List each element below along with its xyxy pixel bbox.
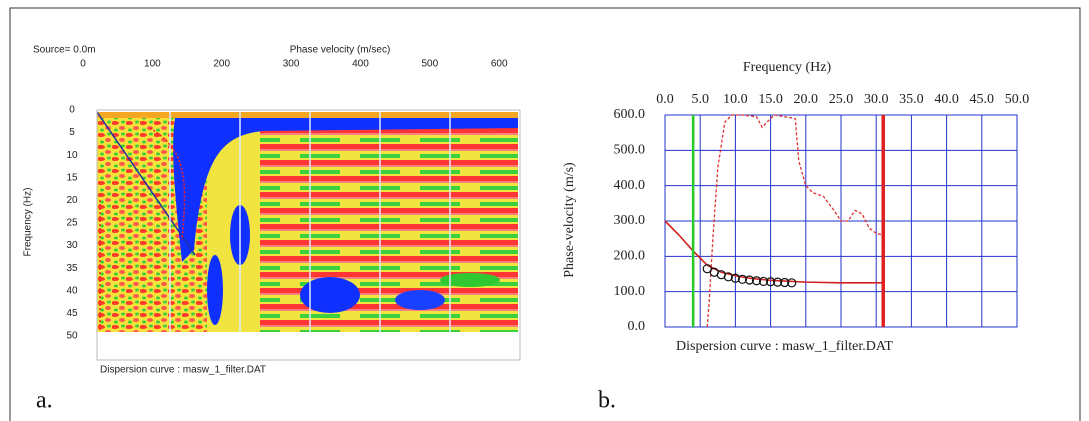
data-point (751, 276, 762, 286)
y-tick-label: 20 (66, 195, 78, 206)
y-tick-label: 45 (66, 308, 78, 319)
y-tick-label: 5 (69, 127, 75, 138)
y-axis-label: Phase-velocity (m/s) (562, 162, 577, 278)
data-point (787, 278, 797, 288)
y-tick-label: 600.0 (614, 107, 646, 122)
x-tick-label: 600 (491, 59, 508, 70)
y-tick-label: 100.0 (614, 284, 646, 299)
y-tick-label: 40 (66, 285, 78, 296)
x-tick-label: 200 (213, 59, 230, 70)
x-tick-label: 40.0 (934, 92, 959, 107)
y-tick-label: 500.0 (614, 143, 646, 158)
data-line (664, 220, 884, 284)
annotation: Dispersion curve : masw_1_filter.DAT (676, 339, 893, 354)
y-tick-label: 300.0 (614, 213, 646, 228)
x-tick-label: 400 (352, 59, 369, 70)
panel-label: a. (36, 388, 53, 414)
y-tick-label: 200.0 (614, 249, 646, 264)
x-tick-label: 25.0 (829, 92, 854, 107)
x-axis-label: Phase velocity (m/sec) (290, 45, 391, 56)
x-tick-label: 35.0 (899, 92, 924, 107)
data-point (765, 277, 776, 287)
y-tick-label: 30 (66, 240, 78, 251)
y-tick-label: 0 (69, 105, 75, 116)
data-point (702, 264, 712, 274)
x-tick-label: 300 (283, 59, 300, 70)
y-tick-label: 15 (66, 172, 78, 183)
y-tick-label: 0.0 (628, 319, 646, 334)
y-axis-label: Frequency (Hz) (23, 188, 34, 257)
x-tick-label: 20.0 (794, 92, 819, 107)
data-point (780, 277, 790, 288)
y-tick-label: 35 (66, 263, 78, 274)
data-point (737, 274, 748, 284)
y-tick-label: 10 (66, 150, 78, 161)
x-tick-label: 0 (80, 59, 86, 70)
y-tick-label: 50 (66, 331, 78, 342)
data-point (723, 272, 733, 282)
heatmap-image (96, 109, 521, 361)
x-tick-label: 5.0 (691, 92, 709, 107)
x-tick-label: 45.0 (970, 92, 995, 107)
x-tick-label: 15.0 (758, 92, 783, 107)
x-tick-label: 10.0 (723, 92, 748, 107)
panel-label: b. (598, 388, 616, 414)
data-point (773, 277, 783, 287)
data-point (730, 273, 741, 283)
annotation: Dispersion curve : masw_1_filter.DAT (100, 365, 266, 376)
x-tick-label: 0.0 (656, 92, 674, 107)
annotation: Source= 0.0m (33, 45, 96, 56)
x-tick-label: 50.0 (1005, 92, 1030, 107)
x-tick-label: 500 (421, 59, 438, 70)
data-line (706, 114, 884, 328)
data-point (744, 275, 755, 285)
figure-border (9, 7, 1081, 421)
x-tick-label: 30.0 (864, 92, 889, 107)
x-axis-label: Frequency (Hz) (743, 60, 832, 75)
x-tick-label: 100 (144, 59, 161, 70)
data-point (758, 276, 769, 287)
y-tick-label: 400.0 (614, 178, 646, 193)
y-tick-label: 25 (66, 218, 78, 229)
